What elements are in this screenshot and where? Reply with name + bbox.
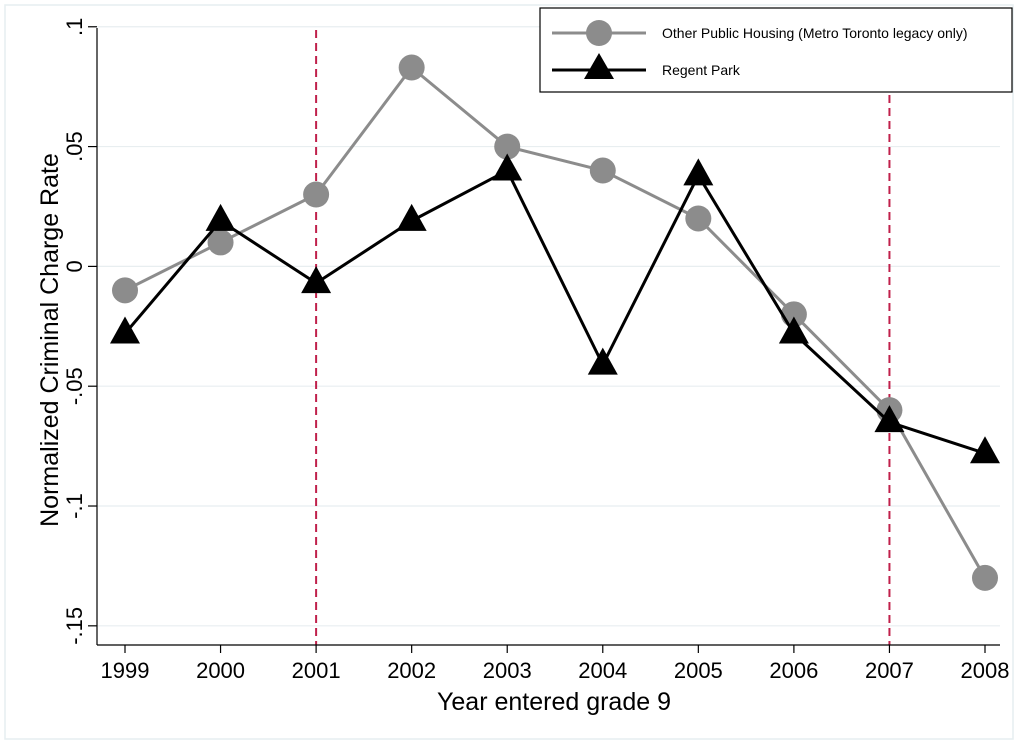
legend-box	[539, 7, 1013, 93]
y-tick-label: -.05	[62, 367, 87, 405]
data-point-triangle	[778, 316, 809, 344]
data-point-circle	[494, 133, 521, 160]
legend-label-other-public-housing: Other Public Housing (Metro Toronto lega…	[662, 25, 968, 41]
y-tick-label: .1	[62, 18, 87, 36]
data-point-circle	[303, 181, 330, 208]
data-point-triangle	[587, 347, 618, 375]
x-tick-label: 2003	[483, 658, 532, 683]
data-point-triangle	[110, 316, 140, 344]
y-tick-label: 0	[62, 260, 87, 272]
data-point-triangle	[492, 153, 523, 181]
y-tick-label: -.1	[62, 493, 87, 519]
grid	[97, 26, 1000, 627]
series	[110, 54, 1000, 591]
data-point-circle	[589, 157, 616, 184]
axes: .1 .05 0 -.05 -.1 -.15 1999 2000 2001 2002 2003 200…	[62, 18, 1009, 683]
chart-border	[4, 4, 1014, 740]
legend-marker-triangle	[584, 53, 614, 79]
y-tick-label: .05	[62, 131, 87, 162]
data-point-triangle	[970, 436, 1000, 464]
series-line-other-public-housing	[124, 66, 987, 579]
x-tick-label: 1999	[101, 658, 150, 683]
x-tick-label: 2005	[674, 658, 723, 683]
data-point-triangle	[205, 203, 236, 231]
legend-marker-circle	[586, 20, 612, 46]
data-point-triangle	[874, 405, 905, 433]
x-axis-title: Year entered grade 9	[437, 688, 671, 716]
data-point-circle	[685, 205, 712, 232]
data-point-circle	[112, 277, 138, 304]
x-tick-label: 2002	[387, 658, 436, 683]
data-point-circle	[398, 54, 425, 81]
x-tick-label: 2004	[578, 658, 627, 683]
data-point-triangle	[396, 203, 427, 231]
x-tick-label: 2008	[961, 658, 1010, 683]
y-tick-label: -.15	[62, 607, 87, 645]
data-point-circle	[972, 564, 998, 591]
x-tick-label: 2007	[865, 658, 914, 683]
reference-lines	[315, 30, 891, 645]
data-point-triangle	[683, 158, 714, 186]
legend-label-regent-park: Regent Park	[662, 62, 741, 78]
x-tick-label: 2001	[292, 658, 341, 683]
y-axis-title: Normalized Criminal Charge Rate	[36, 153, 64, 527]
legend: Other Public Housing (Metro Toronto lega…	[539, 7, 1013, 93]
series-line-regent-park	[123, 169, 986, 455]
x-tick-label: 2000	[196, 658, 245, 683]
data-point-circle	[207, 229, 234, 256]
data-point-triangle	[301, 266, 332, 294]
x-tick-label: 2006	[769, 658, 818, 683]
